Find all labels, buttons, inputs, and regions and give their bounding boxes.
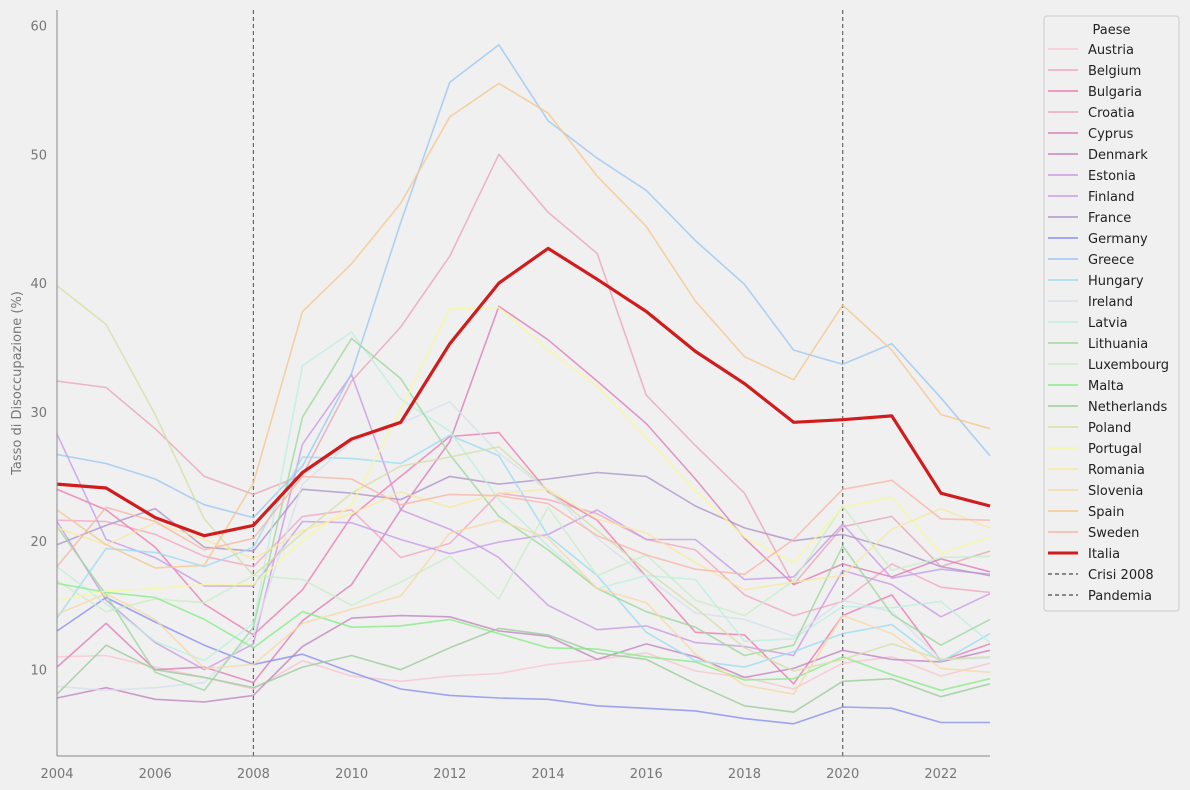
series-line-3 [56, 153, 991, 586]
legend-label-25: Crisi 2008 [1088, 568, 1154, 583]
series-line-2 [56, 431, 991, 685]
series-line-7 [56, 433, 991, 587]
legend-label-1: Belgium [1088, 64, 1141, 79]
series-line-21 [56, 519, 991, 696]
y-tick-label-3: 40 [30, 277, 47, 292]
legend-label-15: Luxembourg [1088, 358, 1169, 373]
legend-label-17: Netherlands [1088, 400, 1167, 415]
series-line-6 [56, 373, 991, 671]
series-line-11 [56, 434, 991, 668]
series-line-13 [56, 331, 991, 662]
y-axis-title: Tasso di Disoccupazione (%) [10, 291, 25, 476]
legend-label-0: Austria [1088, 43, 1134, 58]
legend-label-7: Finland [1088, 190, 1134, 205]
legend-label-16: Malta [1088, 379, 1124, 394]
x-tick-label-4: 2012 [433, 767, 466, 782]
x-tick-label-1: 2006 [139, 767, 172, 782]
x-tick-label-2: 2008 [237, 767, 270, 782]
legend-label-10: Greece [1088, 253, 1134, 268]
legend-label-3: Croatia [1088, 106, 1135, 121]
legend-frame [1043, 15, 1180, 612]
series-line-10 [56, 43, 991, 519]
series-line-16 [56, 582, 991, 692]
x-tick-label-5: 2014 [532, 767, 565, 782]
x-tick-label-0: 2004 [40, 767, 73, 782]
legend-label-24: Italia [1088, 547, 1120, 562]
y-tick-label-0: 10 [30, 664, 47, 679]
series-line-22 [56, 82, 991, 569]
y-tick-label-2: 30 [30, 406, 47, 421]
legend-label-14: Lithuania [1088, 337, 1148, 352]
series-line-12 [56, 400, 991, 692]
y-tick-label-1: 20 [30, 535, 47, 550]
x-tick-label-8: 2020 [826, 767, 859, 782]
legend-label-8: France [1088, 211, 1131, 226]
series-line-5 [56, 614, 991, 703]
series-line-18 [56, 285, 991, 672]
legend-label-23: Sweden [1088, 526, 1139, 541]
series-line-24 [56, 246, 991, 538]
legend-label-2: Bulgaria [1088, 85, 1142, 100]
legend: Paese Austria Belgium Bulgaria Croatia Cyprus… [1043, 15, 1180, 612]
legend-label-22: Spain [1088, 505, 1124, 520]
series-line-17 [56, 627, 991, 714]
axes: 2004 2006 2008 2010 2012 2014 2016 2018 2020 2022… [30, 10, 990, 782]
series-line-23 [56, 475, 991, 576]
x-tick-label-6: 2016 [630, 767, 663, 782]
legend-label-6: Estonia [1088, 169, 1136, 184]
legend-label-9: Germany [1088, 232, 1148, 247]
series-line-20 [56, 488, 991, 591]
legend-label-11: Hungary [1088, 274, 1144, 289]
series-lines [56, 43, 991, 725]
series-line-9 [56, 596, 990, 725]
series-line-19 [56, 306, 991, 601]
legend-label-13: Latvia [1088, 316, 1128, 331]
event-lines [252, 10, 844, 756]
legend-title: Paese [1093, 23, 1131, 38]
x-tick-label-7: 2018 [728, 767, 761, 782]
legend-label-20: Romania [1088, 463, 1145, 478]
series-line-15 [56, 505, 991, 617]
y-tick-label-5: 60 [30, 19, 47, 34]
x-tick-label-3: 2010 [335, 767, 368, 782]
legend-label-12: Ireland [1088, 295, 1133, 310]
legend-label-26: Pandemia [1088, 589, 1152, 604]
legend-label-18: Poland [1088, 421, 1131, 436]
legend-label-19: Portugal [1088, 442, 1142, 457]
series-line-4 [56, 305, 991, 684]
legend-label-21: Slovenia [1088, 484, 1143, 499]
legend-label-5: Denmark [1088, 148, 1148, 163]
y-tick-label-4: 50 [30, 148, 47, 163]
x-tick-label-9: 2022 [924, 767, 957, 782]
legend-label-4: Cyprus [1088, 127, 1134, 142]
